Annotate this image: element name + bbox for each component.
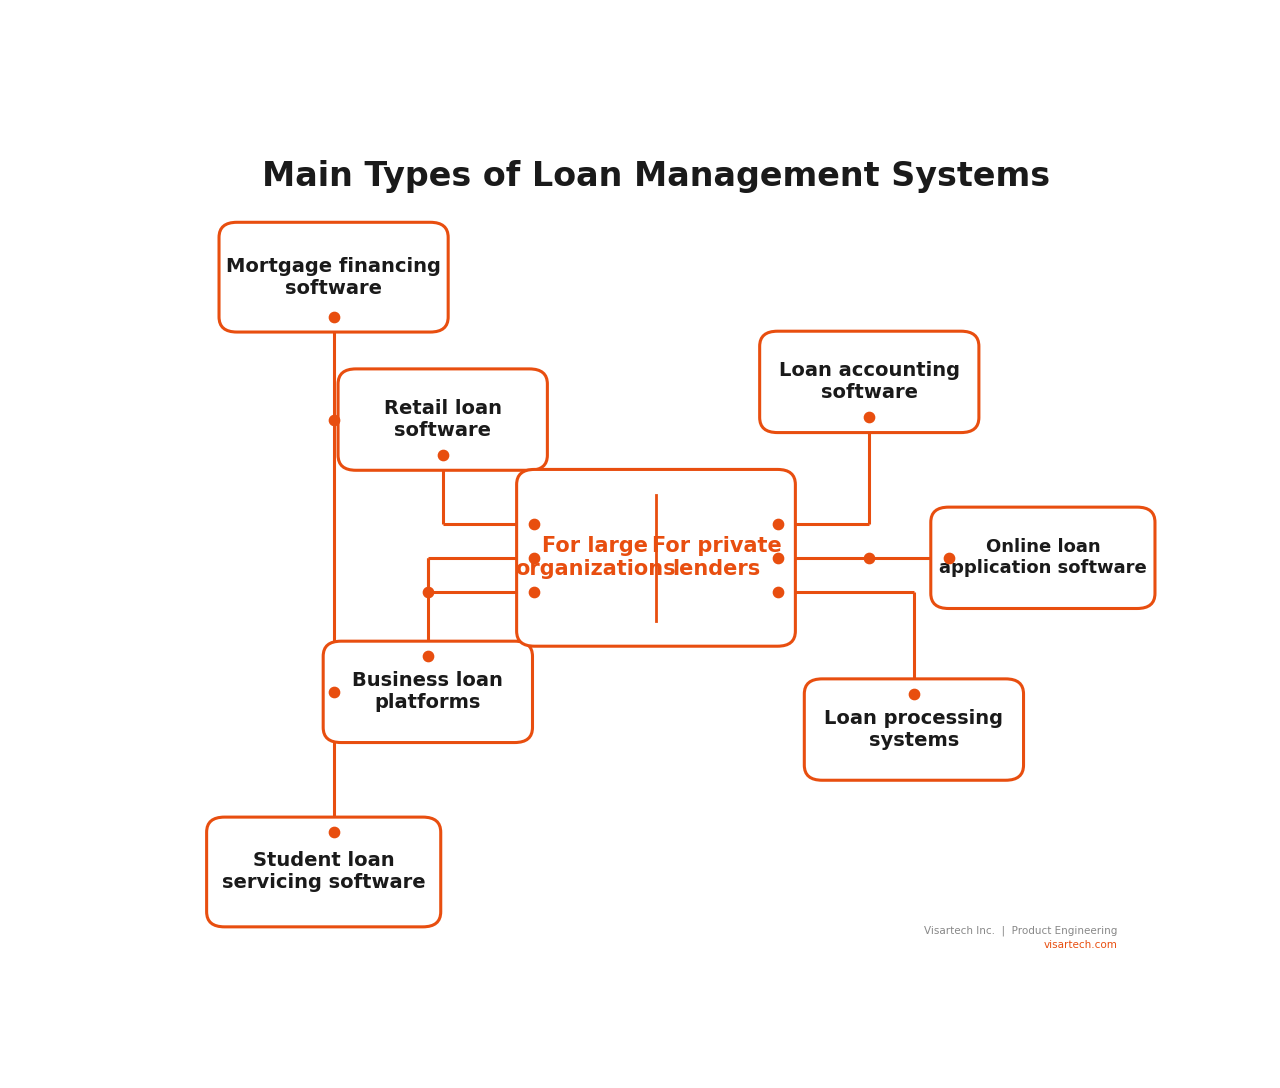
Text: Retail loan
software: Retail loan software [384, 399, 502, 440]
Point [324, 683, 344, 701]
FancyBboxPatch shape [517, 469, 795, 646]
Text: For large
organizations: For large organizations [515, 536, 676, 580]
Point [324, 411, 344, 429]
FancyBboxPatch shape [931, 507, 1155, 608]
Point [767, 516, 787, 533]
Text: Mortgage financing
software: Mortgage financing software [227, 257, 442, 298]
Point [904, 685, 924, 703]
Text: Loan accounting
software: Loan accounting software [778, 361, 960, 403]
Point [417, 583, 438, 601]
FancyBboxPatch shape [323, 641, 532, 742]
FancyBboxPatch shape [759, 331, 979, 433]
Text: Loan processing
systems: Loan processing systems [824, 709, 1004, 750]
Text: Online loan
application software: Online loan application software [940, 539, 1147, 578]
Point [859, 409, 879, 426]
FancyBboxPatch shape [804, 679, 1024, 780]
Point [938, 549, 959, 567]
Point [767, 549, 787, 567]
Point [324, 824, 344, 841]
Text: visartech.com: visartech.com [1043, 940, 1117, 950]
Text: Visartech Inc.  |  Product Engineering: Visartech Inc. | Product Engineering [924, 926, 1117, 937]
Point [859, 549, 879, 567]
Point [433, 446, 453, 463]
Point [525, 516, 545, 533]
Point [324, 308, 344, 325]
Text: Student loan
servicing software: Student loan servicing software [221, 852, 425, 892]
Point [767, 583, 787, 601]
FancyBboxPatch shape [338, 369, 548, 470]
Point [417, 647, 438, 665]
Point [525, 549, 545, 567]
Text: Business loan
platforms: Business loan platforms [352, 671, 503, 713]
FancyBboxPatch shape [206, 817, 440, 927]
Text: Main Types of Loan Management Systems: Main Types of Loan Management Systems [262, 160, 1050, 194]
Point [525, 583, 545, 601]
FancyBboxPatch shape [219, 222, 448, 332]
Text: For private
lenders: For private lenders [652, 536, 782, 580]
